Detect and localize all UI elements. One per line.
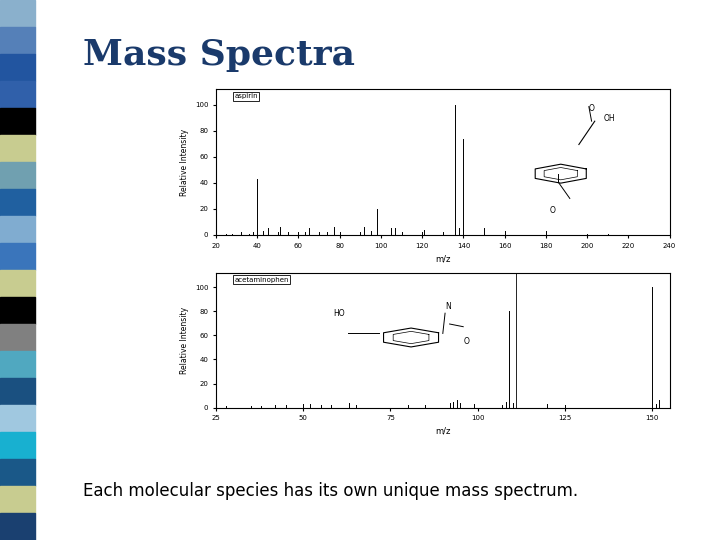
Text: aspirin: aspirin [234, 93, 258, 99]
Text: HO: HO [333, 309, 346, 318]
Text: acetaminophen: acetaminophen [234, 276, 289, 283]
X-axis label: m/z: m/z [435, 427, 451, 436]
Y-axis label: Relative Intensity: Relative Intensity [180, 129, 189, 195]
Text: Each molecular species has its own unique mass spectrum.: Each molecular species has its own uniqu… [83, 482, 578, 500]
Y-axis label: Relative Intensity: Relative Intensity [180, 307, 189, 374]
Text: N: N [445, 302, 451, 311]
Text: O: O [549, 206, 555, 215]
Text: OH: OH [604, 114, 616, 123]
Text: O: O [589, 104, 595, 113]
Text: Mass Spectra: Mass Spectra [83, 38, 355, 72]
X-axis label: m/z: m/z [435, 254, 451, 263]
Text: O: O [463, 338, 469, 347]
